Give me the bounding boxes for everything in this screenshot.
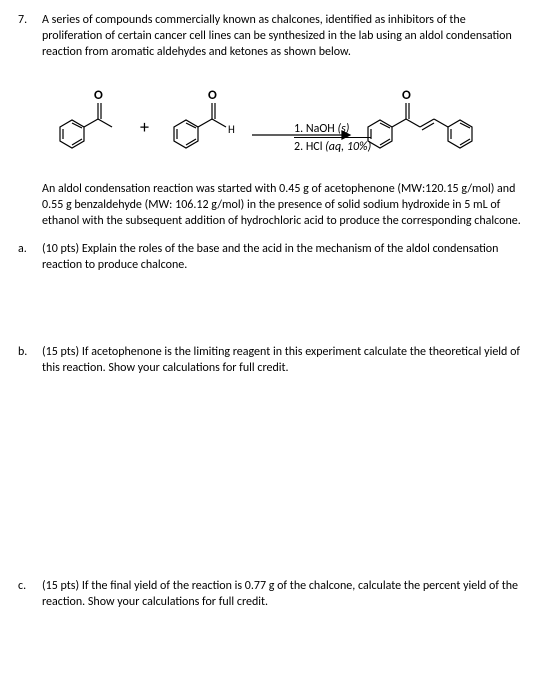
svg-text:O: O [94, 88, 103, 103]
part-c-text: (15 pts) If the final yield of the react… [42, 578, 522, 610]
part-a-label: a. [18, 241, 42, 273]
part-c-label: c. [18, 578, 42, 610]
reagent-2: 2. HCl (aq, 10%) [294, 137, 371, 155]
procedure-text: An aldol condensation reaction was start… [42, 181, 522, 230]
svg-text:+: + [140, 116, 149, 138]
part-b-text: (15 pts) If acetophenone is the limiting… [42, 344, 522, 376]
reagent-1: 1. NaOH (s) [294, 121, 371, 137]
svg-text:O: O [208, 88, 217, 103]
reagents-block: 1. NaOH (s) 2. HCl (aq, 10%) [294, 121, 371, 155]
reaction-diagram: O + O H [42, 77, 522, 167]
svg-text:O: O [402, 88, 411, 103]
svg-text:H: H [228, 123, 235, 136]
part-a-text: (10 pts) Explain the roles of the base a… [42, 241, 522, 273]
part-b-label: b. [18, 344, 42, 376]
question-number: 7. [18, 12, 42, 61]
question-intro: A series of compounds commercially known… [42, 12, 522, 61]
